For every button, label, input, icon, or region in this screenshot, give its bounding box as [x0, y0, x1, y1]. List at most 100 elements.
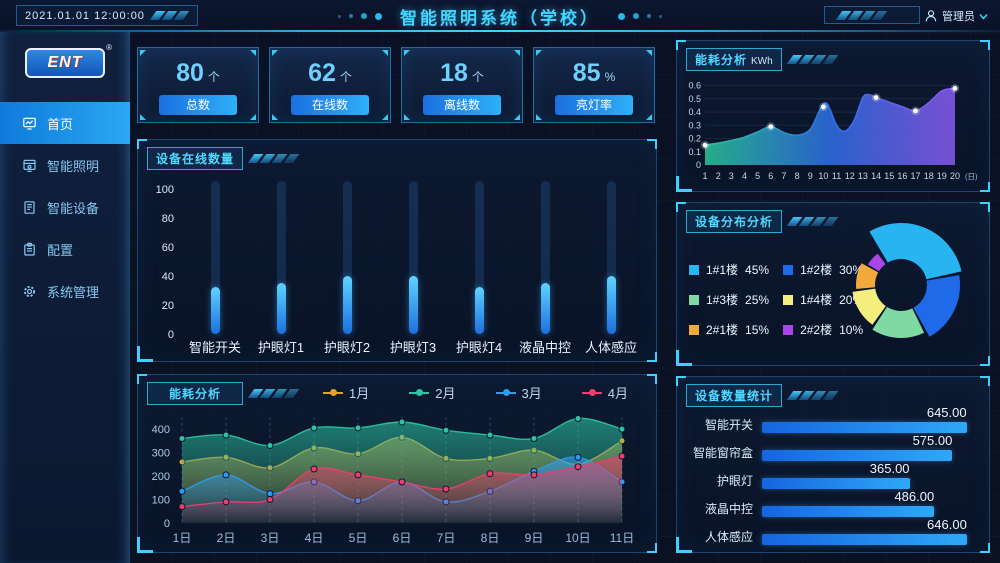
- sidebar-item-label: 系统管理: [47, 284, 100, 300]
- online-bar-plot: 智能开关 护眼灯1 护眼灯2 护眼灯3 护眼灯4 液晶中控 人体感应: [182, 174, 644, 356]
- device-count-chart: 智能开关 645.00 智能窗帘盒 575.00 护眼灯 365.00 液晶中控 486…: [689, 405, 971, 545]
- svg-text:1: 1: [702, 171, 707, 181]
- bar: [762, 506, 935, 517]
- svg-text:6日: 6日: [393, 531, 412, 545]
- title-dots-left: [334, 12, 386, 20]
- device-count-row: 人体感应 646.00: [704, 517, 967, 545]
- svg-text:4: 4: [742, 171, 747, 181]
- svg-text:11日: 11日: [610, 531, 634, 545]
- svg-text:13: 13: [858, 171, 868, 181]
- stat-label-badge: 亮灯率: [555, 95, 633, 115]
- legend-swatch: [783, 294, 794, 305]
- dist-legend-item[interactable]: 1#3楼 25%: [689, 291, 769, 308]
- sidebar-item-system[interactable]: 系统管理: [0, 270, 130, 312]
- svg-text:15: 15: [884, 171, 894, 181]
- svg-text:16: 16: [897, 171, 907, 181]
- sidebar-item-config[interactable]: 配置: [0, 228, 130, 270]
- registered-mark: ®: [106, 43, 112, 52]
- bar: [762, 534, 967, 545]
- bar-value: 645.00: [926, 405, 967, 420]
- panel-energy-daily: 能耗分析 KWh 0 0.1 0.2 0.3 0.4 0.5 0.6 1 2 3 4 5 6 7 8 9 10 11…: [676, 40, 990, 192]
- sidebar-menu: 首页 智能照明 智能设备: [0, 102, 130, 312]
- stat-label-badge: 总数: [159, 95, 237, 115]
- panel-title-stripes: [786, 55, 838, 64]
- stat-unit: 个: [471, 70, 484, 84]
- sidebar-item-devices[interactable]: 智能设备: [0, 186, 130, 228]
- chevron-down-icon: [979, 13, 992, 20]
- lighting-icon: [22, 158, 37, 173]
- bar: [762, 450, 953, 461]
- svg-text:17: 17: [910, 171, 920, 181]
- sidebar-item-label: 智能设备: [47, 200, 100, 216]
- svg-text:(日): (日): [965, 172, 978, 181]
- online-bar-yaxis: 0 20 40 60 80 100: [155, 183, 174, 341]
- stat-label-badge: 离线数: [423, 95, 501, 115]
- panel-device-online: 设备在线数量 0 20 40 60 80 100 智能开关 护眼灯1 护眼灯2 护眼灯3 护眼灯4…: [137, 139, 657, 362]
- svg-text:8: 8: [795, 171, 800, 181]
- svg-text:18: 18: [924, 171, 934, 181]
- sidebar-item-home[interactable]: 首页: [0, 102, 130, 144]
- stat-card-offline: 18 个 离线数: [401, 47, 523, 123]
- person-icon: [925, 10, 937, 22]
- stat-unit: 个: [207, 70, 220, 84]
- svg-text:0: 0: [696, 160, 701, 170]
- bar-value: 365.00: [869, 461, 910, 476]
- stat-value: 18: [440, 59, 468, 87]
- top-bar: 智能照明系统（学校） 2021.01.01 12:00:00 管理员: [0, 0, 1000, 32]
- stat-card-light-rate: 85% 亮灯率: [533, 47, 655, 123]
- device-icon: [22, 200, 37, 215]
- distribution-donut-chart: [852, 222, 962, 338]
- stat-card-total: 80 个 总数: [137, 47, 259, 123]
- legend-marker: [323, 389, 343, 396]
- sidebar-item-lighting[interactable]: 智能照明: [0, 144, 130, 186]
- logo-text: ENT: [47, 54, 83, 71]
- stat-label-badge: 在线数: [291, 95, 369, 115]
- svg-text:0: 0: [164, 518, 170, 530]
- svg-text:9日: 9日: [525, 531, 544, 545]
- legend-item-month2[interactable]: 2月: [409, 383, 455, 402]
- svg-text:5日: 5日: [349, 531, 368, 545]
- stat-value: 62: [308, 59, 336, 87]
- user-menu[interactable]: 管理员: [924, 6, 992, 26]
- panel-device-count: 设备数量统计 智能开关 645.00 智能窗帘盒 575.00 护眼灯 365.00 …: [676, 376, 990, 553]
- svg-text:200: 200: [152, 471, 170, 483]
- bar-value: 486.00: [894, 489, 935, 504]
- svg-text:5: 5: [755, 171, 760, 181]
- dist-legend-item[interactable]: 2#2楼 10%: [783, 321, 863, 338]
- home-icon: [22, 116, 37, 131]
- legend-marker: [409, 389, 430, 396]
- legend-item-month4[interactable]: 4月: [581, 383, 628, 402]
- bar-value: 646.00: [927, 517, 967, 532]
- legend-item-month1[interactable]: 1月: [323, 383, 369, 402]
- svg-text:7日: 7日: [437, 531, 456, 545]
- clock-text: 2021.01.01 12:00:00: [25, 9, 145, 22]
- sidebar-item-label: 配置: [47, 242, 74, 258]
- panel-title: 设备在线数量: [156, 152, 235, 166]
- legend-swatch: [689, 324, 699, 335]
- dist-legend-item[interactable]: 1#2楼 30%: [783, 261, 863, 278]
- stat-value: 80: [176, 59, 204, 87]
- device-count-row: 液晶中控 486.00: [704, 489, 935, 517]
- panel-energy-monthly: 能耗分析 1月 2月 3月 4月 1日 2日 3日 4日 5日 6日 7日 8日 9日 10日 11…: [137, 374, 657, 553]
- svg-text:9: 9: [808, 171, 813, 181]
- panel-title: 设备分布分析: [695, 215, 774, 229]
- clock-box: 2021.01.01 12:00:00: [16, 5, 198, 26]
- title-dots-right: [614, 12, 666, 20]
- legend-swatch: [689, 264, 699, 275]
- svg-text:400: 400: [152, 424, 170, 436]
- user-name: 管理员: [942, 11, 975, 23]
- svg-text:6: 6: [768, 171, 773, 181]
- legend-item-month3[interactable]: 3月: [495, 383, 542, 402]
- device-count-row: 智能窗帘盒 575.00: [692, 433, 953, 461]
- svg-text:0.2: 0.2: [688, 134, 701, 144]
- panel-device-distribution: 设备分布分析 1#1楼 45% 1#2楼 30% 1#3楼 25% 1#4楼 20% 2…: [676, 202, 990, 366]
- dist-legend-item[interactable]: 1#1楼 45%: [689, 261, 769, 278]
- stat-value: 85: [572, 59, 601, 87]
- stat-unit: 个: [339, 70, 352, 84]
- ent-logo: ENT ®: [25, 43, 112, 78]
- svg-text:100: 100: [152, 495, 170, 507]
- svg-text:12: 12: [845, 171, 855, 181]
- dist-legend-item[interactable]: 2#1楼 15%: [689, 321, 769, 338]
